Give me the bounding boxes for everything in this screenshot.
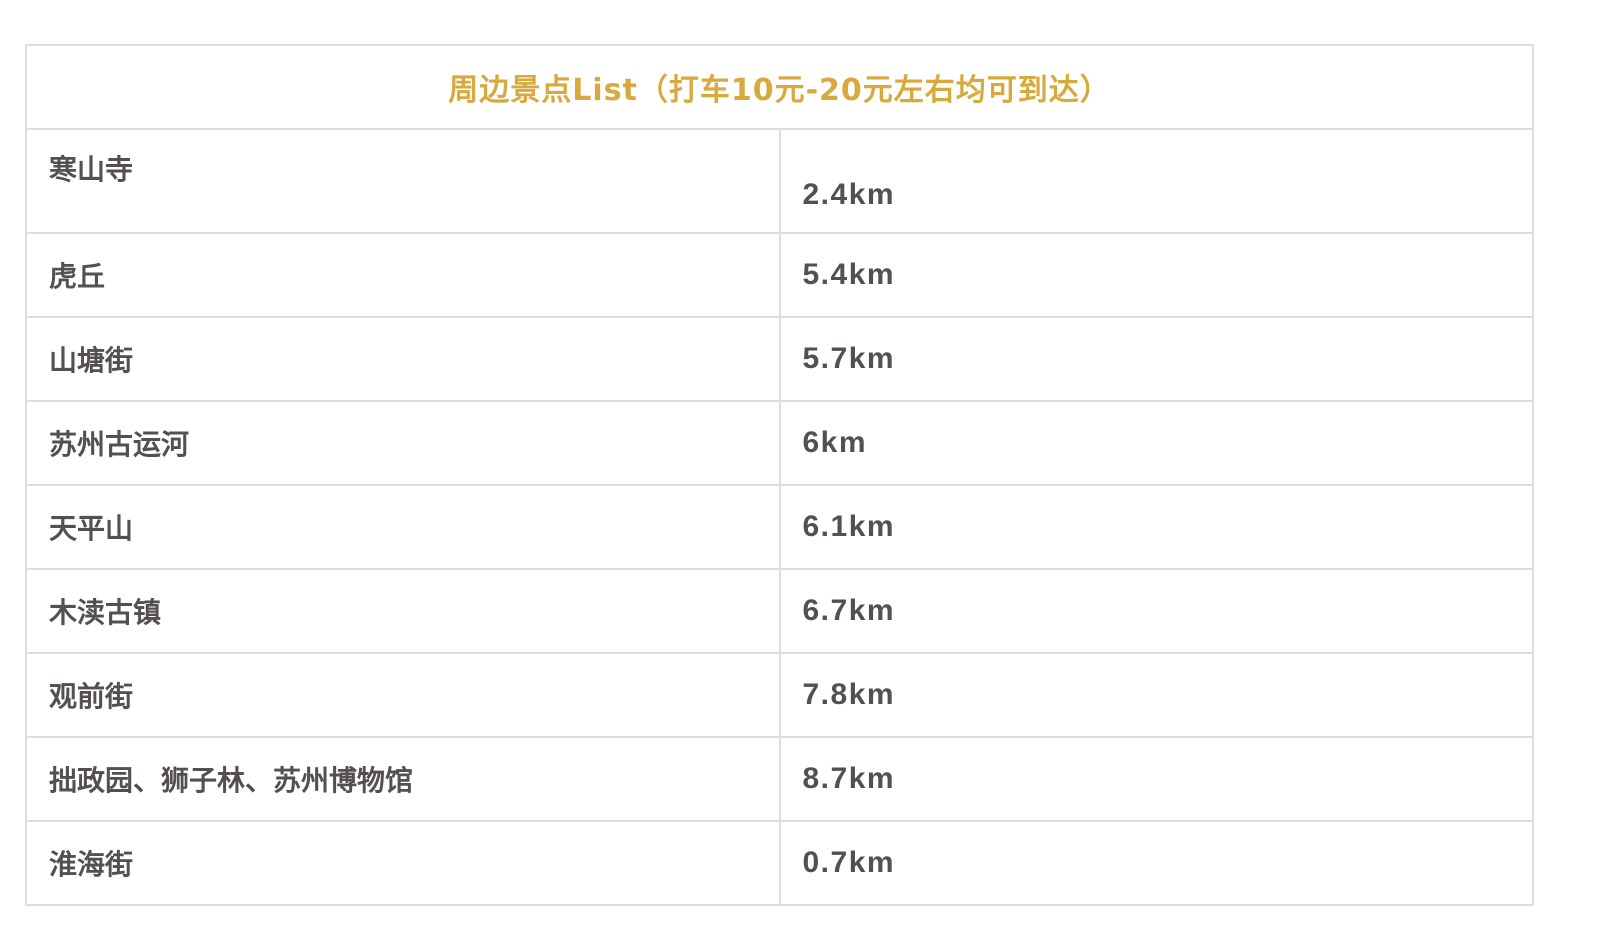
attraction-name: 淮海街 (25, 820, 781, 906)
attraction-distance: 8.7km (778, 736, 1534, 822)
table-row: 苏州古运河 6km (25, 400, 1534, 486)
table-row: 天平山 6.1km (25, 484, 1534, 570)
attraction-name: 苏州古运河 (25, 400, 781, 486)
table-row: 山塘街 5.7km (25, 316, 1534, 402)
attraction-distance: 0.7km (778, 820, 1534, 906)
attraction-name: 寒山寺 (25, 128, 781, 234)
attraction-name: 虎丘 (25, 232, 781, 318)
attraction-distance: 2.4km (778, 128, 1534, 234)
table-row: 拙政园、狮子林、苏州博物馆 8.7km (25, 736, 1534, 822)
attraction-name: 天平山 (25, 484, 781, 570)
table-row: 淮海街 0.7km (25, 820, 1534, 906)
attraction-distance: 5.4km (778, 232, 1534, 318)
attraction-distance: 7.8km (778, 652, 1534, 738)
attraction-name: 山塘街 (25, 316, 781, 402)
attraction-distance: 6.7km (778, 568, 1534, 654)
attractions-table: 周边景点List（打车10元-20元左右均可到达） 寒山寺 2.4km 虎丘 5.4k… (25, 44, 1534, 906)
table-title: 周边景点List（打车10元-20元左右均可到达） (25, 44, 1534, 130)
attraction-name: 观前街 (25, 652, 781, 738)
attraction-name: 木渎古镇 (25, 568, 781, 654)
attraction-name: 拙政园、狮子林、苏州博物馆 (25, 736, 781, 822)
table-row: 观前街 7.8km (25, 652, 1534, 738)
attraction-distance: 5.7km (778, 316, 1534, 402)
attraction-distance: 6.1km (778, 484, 1534, 570)
table-row: 虎丘 5.4km (25, 232, 1534, 318)
attraction-distance: 6km (778, 400, 1534, 486)
table-header-row: 周边景点List（打车10元-20元左右均可到达） (25, 44, 1534, 130)
table-row: 木渎古镇 6.7km (25, 568, 1534, 654)
table-row: 寒山寺 2.4km (25, 128, 1534, 234)
